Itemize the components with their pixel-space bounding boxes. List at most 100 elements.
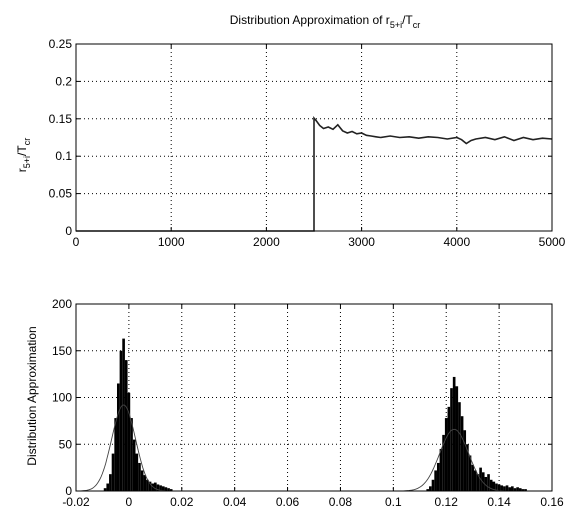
histogram-bar bbox=[169, 489, 173, 491]
histogram-bar bbox=[119, 350, 123, 491]
histogram-bar bbox=[122, 338, 125, 491]
histogram-bar bbox=[426, 489, 430, 491]
histogram-bar bbox=[468, 455, 472, 491]
histogram-bar bbox=[130, 418, 133, 491]
histogram-bar bbox=[429, 486, 432, 491]
histogram-bar bbox=[481, 472, 485, 491]
histogram-bar bbox=[444, 418, 448, 491]
histogram-bar bbox=[505, 485, 509, 491]
histogram-bar bbox=[146, 479, 149, 491]
top-x-tick-label: 0 bbox=[73, 235, 80, 249]
histogram-bar bbox=[140, 470, 144, 491]
histogram-bar bbox=[148, 481, 152, 491]
histogram-bar bbox=[109, 474, 112, 491]
histogram-bar bbox=[455, 386, 459, 491]
top-series-group bbox=[76, 115, 553, 232]
histogram-bar bbox=[154, 482, 157, 491]
histogram-bar bbox=[167, 488, 170, 491]
histogram-bar bbox=[466, 444, 469, 491]
histogram-bar bbox=[473, 470, 477, 491]
bottom-x-tick-label: 0.02 bbox=[170, 495, 194, 509]
histogram-bar bbox=[103, 488, 107, 491]
histogram-bar bbox=[156, 484, 160, 491]
histogram-bar bbox=[114, 418, 117, 491]
histogram-bar bbox=[124, 360, 128, 491]
top-x-tick-label: 4000 bbox=[443, 235, 470, 249]
histogram-bar bbox=[116, 383, 120, 491]
top-y-tick-label: 0.1 bbox=[55, 149, 72, 163]
histogram-bar bbox=[476, 474, 480, 491]
histogram-bar bbox=[508, 487, 512, 491]
top-x-tick-label: 2000 bbox=[253, 235, 280, 249]
top-y-tick-label: 0.25 bbox=[49, 37, 73, 51]
histogram-bar bbox=[487, 474, 490, 491]
histogram-bar bbox=[127, 392, 131, 491]
histogram-bar bbox=[143, 475, 147, 491]
bottom-x-tick-label: 0.08 bbox=[329, 495, 353, 509]
top-grid bbox=[76, 44, 552, 231]
bottom-x-tick-label: 0.1 bbox=[385, 495, 402, 509]
bottom-x-tick-label: 0.04 bbox=[223, 495, 247, 509]
bottom-x-tick-label: 0.12 bbox=[435, 495, 459, 509]
histogram-bar bbox=[442, 434, 445, 491]
histogram-bar bbox=[516, 487, 519, 491]
histogram-bar bbox=[151, 483, 155, 491]
top-y-tick-label: 0.05 bbox=[49, 187, 73, 201]
fit-curve bbox=[76, 404, 171, 492]
bottom-y-tick-label: 200 bbox=[52, 297, 72, 311]
bottom-histogram-bars bbox=[103, 338, 527, 492]
top-plot: 0 1000 2000 3000 4000 5000 0 0.05 0.1 0.15 0.2 0.25 bbox=[49, 37, 566, 249]
histogram-bar bbox=[106, 483, 110, 491]
chart-title: Distribution Approximation of r5+i/Tcr bbox=[230, 13, 421, 30]
histogram-bar bbox=[439, 448, 443, 491]
top-x-tick-label: 5000 bbox=[539, 235, 566, 249]
histogram-bar bbox=[132, 439, 136, 491]
bottom-y-tick-label: 100 bbox=[52, 391, 72, 405]
bottom-grid bbox=[76, 304, 552, 491]
histogram-bar bbox=[434, 470, 437, 491]
bottom-x-tick-label: 0.06 bbox=[276, 495, 300, 509]
histogram-bar bbox=[452, 376, 456, 491]
histogram-bar bbox=[495, 483, 498, 491]
top-y-tick-label: 0 bbox=[65, 224, 72, 238]
top-y-tick-label: 0.15 bbox=[49, 112, 73, 126]
bottom-x-tick-label: 0 bbox=[126, 495, 133, 509]
bottom-plot: -0.02 0 0.02 0.04 0.06 0.08 0.1 0.12 0.14 0.16050… bbox=[52, 297, 564, 509]
top-y-tick-label: 0.2 bbox=[55, 74, 72, 88]
bottom-x-tick-label: 0.16 bbox=[540, 495, 564, 509]
bottom-x-tick-label: -0.02 bbox=[62, 495, 90, 509]
bottom-y-tick-label: 50 bbox=[59, 437, 73, 451]
histogram-bar bbox=[521, 489, 525, 491]
histogram-bar bbox=[431, 479, 435, 491]
histogram-bar bbox=[489, 479, 493, 491]
histogram-bar bbox=[513, 488, 517, 491]
histogram-bar bbox=[135, 453, 139, 491]
histogram-bar bbox=[471, 464, 474, 491]
top-series-line bbox=[76, 115, 553, 232]
histogram-bar bbox=[518, 488, 522, 491]
histogram-bar bbox=[138, 462, 141, 491]
histogram-bar bbox=[500, 485, 504, 491]
bottom-fit-curves bbox=[76, 404, 511, 492]
histogram-bar bbox=[450, 388, 453, 491]
fit-curve bbox=[396, 428, 511, 492]
histogram-bar bbox=[164, 487, 168, 491]
bottom-x-tick-label: 0.14 bbox=[487, 495, 511, 509]
bottom-y-tick-label: 0 bbox=[65, 484, 72, 498]
histogram-bar bbox=[159, 485, 162, 491]
top-x-tick-label: 1000 bbox=[158, 235, 185, 249]
top-plot-frame bbox=[75, 43, 553, 232]
bottom-y-tick-label: 150 bbox=[52, 344, 72, 358]
histogram-bar bbox=[161, 486, 165, 491]
histogram-bar bbox=[484, 476, 488, 491]
top-x-tick-label: 3000 bbox=[348, 235, 375, 249]
bottom-y-axis-label: Distribution Approximation bbox=[25, 326, 39, 465]
bottom-ticks: -0.02 0 0.02 0.04 0.06 0.08 0.1 0.12 0.14 0.16050… bbox=[52, 297, 564, 509]
top-y-axis-label: r5+i/Tcr bbox=[15, 138, 32, 172]
histogram-bar bbox=[460, 416, 464, 491]
histogram-bar bbox=[463, 430, 467, 491]
histogram-bar bbox=[492, 481, 496, 491]
histogram-bar bbox=[511, 486, 514, 491]
histogram-bar bbox=[458, 402, 461, 491]
